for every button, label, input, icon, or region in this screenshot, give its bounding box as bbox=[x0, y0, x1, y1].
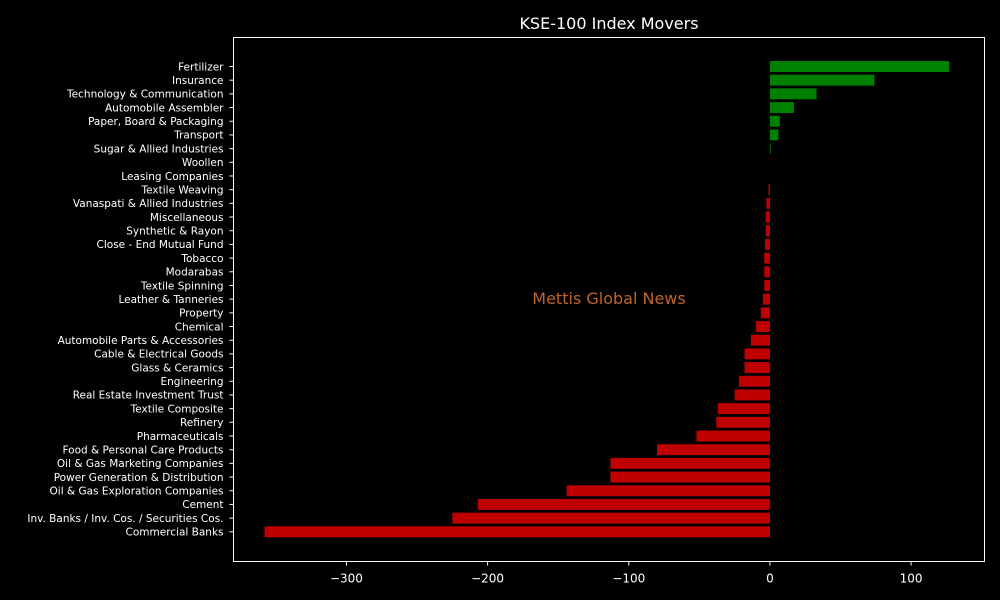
bars-group bbox=[264, 61, 950, 538]
bar bbox=[765, 211, 770, 223]
bar bbox=[769, 74, 875, 86]
bar bbox=[610, 457, 770, 469]
category-label: Paper, Board & Packaging bbox=[88, 116, 223, 128]
category-label: Transport bbox=[173, 130, 223, 142]
category-label: Cement bbox=[182, 499, 223, 511]
x-tick-label: 100 bbox=[900, 572, 923, 586]
category-label: Fertilizer bbox=[178, 61, 224, 73]
watermark-text: Mettis Global News bbox=[532, 289, 685, 308]
category-label: Textile Spinning bbox=[140, 280, 224, 292]
bar bbox=[764, 266, 770, 278]
bar bbox=[750, 334, 770, 346]
category-label: Cable & Electrical Goods bbox=[94, 349, 223, 361]
plot-frame bbox=[233, 37, 985, 562]
bar bbox=[769, 129, 779, 141]
category-label: Inv. Banks / Inv. Cos. / Securities Cos. bbox=[27, 513, 223, 525]
category-labels: Fertilizer Insurance Technology & Communic… bbox=[27, 61, 234, 539]
category-label: Refinery bbox=[180, 417, 224, 429]
category-label: Automobile Assembler bbox=[105, 102, 224, 114]
bar bbox=[717, 403, 770, 415]
bar bbox=[764, 279, 770, 291]
bar bbox=[452, 512, 770, 524]
category-label: Leasing Companies bbox=[121, 171, 223, 183]
bar bbox=[264, 526, 770, 538]
category-label: Woollen bbox=[182, 157, 224, 169]
bar bbox=[764, 252, 770, 264]
category-label: Real Estate Investment Trust bbox=[73, 390, 224, 402]
bar bbox=[765, 225, 770, 237]
category-label: Pharmaceuticals bbox=[137, 431, 224, 443]
category-label: Vanaspati & Allied Industries bbox=[73, 198, 224, 210]
bar bbox=[769, 61, 950, 72]
category-label: Sugar & Allied Industries bbox=[94, 143, 224, 155]
chart-title: KSE-100 Index Movers bbox=[519, 14, 698, 33]
category-label: Engineering bbox=[161, 376, 224, 388]
bar bbox=[764, 238, 770, 250]
bar bbox=[738, 375, 770, 387]
bar bbox=[716, 416, 770, 428]
category-label: Leather & Tanneries bbox=[118, 294, 223, 306]
bar bbox=[769, 115, 780, 127]
x-axis-ticks: −300 −200 −100 0 100 bbox=[330, 561, 923, 586]
bar bbox=[760, 307, 770, 319]
category-label: Oil & Gas Marketing Companies bbox=[57, 458, 224, 470]
category-label: Oil & Gas Exploration Companies bbox=[50, 486, 224, 498]
category-label: Textile Composite bbox=[130, 403, 224, 415]
bar bbox=[696, 430, 770, 442]
bar bbox=[769, 102, 794, 114]
bar bbox=[769, 88, 817, 100]
bar bbox=[755, 321, 770, 332]
category-label: Miscellaneous bbox=[150, 212, 224, 224]
bar bbox=[768, 184, 770, 196]
category-label: Modarabas bbox=[166, 267, 224, 279]
category-label: Technology & Communication bbox=[66, 89, 223, 101]
category-label: Insurance bbox=[172, 75, 224, 87]
bar bbox=[610, 471, 770, 483]
bar bbox=[762, 293, 770, 305]
category-label: Chemical bbox=[175, 321, 224, 333]
category-label: Glass & Ceramics bbox=[131, 362, 223, 374]
bar bbox=[477, 498, 770, 510]
x-tick-label: −300 bbox=[330, 572, 363, 586]
x-tick-label: 0 bbox=[766, 572, 774, 586]
category-label: Food & Personal Care Products bbox=[62, 444, 223, 456]
category-label: Automobile Parts & Accessories bbox=[58, 335, 224, 347]
bar bbox=[769, 143, 771, 155]
category-label: Close - End Mutual Fund bbox=[97, 239, 224, 251]
category-label: Power Generation & Distribution bbox=[54, 472, 224, 484]
category-label: Textile Weaving bbox=[141, 184, 224, 196]
bar bbox=[766, 197, 770, 209]
bar bbox=[656, 444, 770, 456]
category-label: Synthetic & Rayon bbox=[126, 226, 223, 238]
x-tick-label: −200 bbox=[471, 572, 504, 586]
category-label: Commercial Banks bbox=[126, 527, 224, 539]
bar bbox=[566, 485, 770, 497]
category-label: Property bbox=[179, 308, 223, 320]
category-label: Tobacco bbox=[180, 253, 223, 265]
bar bbox=[744, 348, 770, 360]
x-tick-label: −100 bbox=[612, 572, 645, 586]
bar bbox=[734, 389, 770, 401]
bar bbox=[744, 362, 770, 374]
